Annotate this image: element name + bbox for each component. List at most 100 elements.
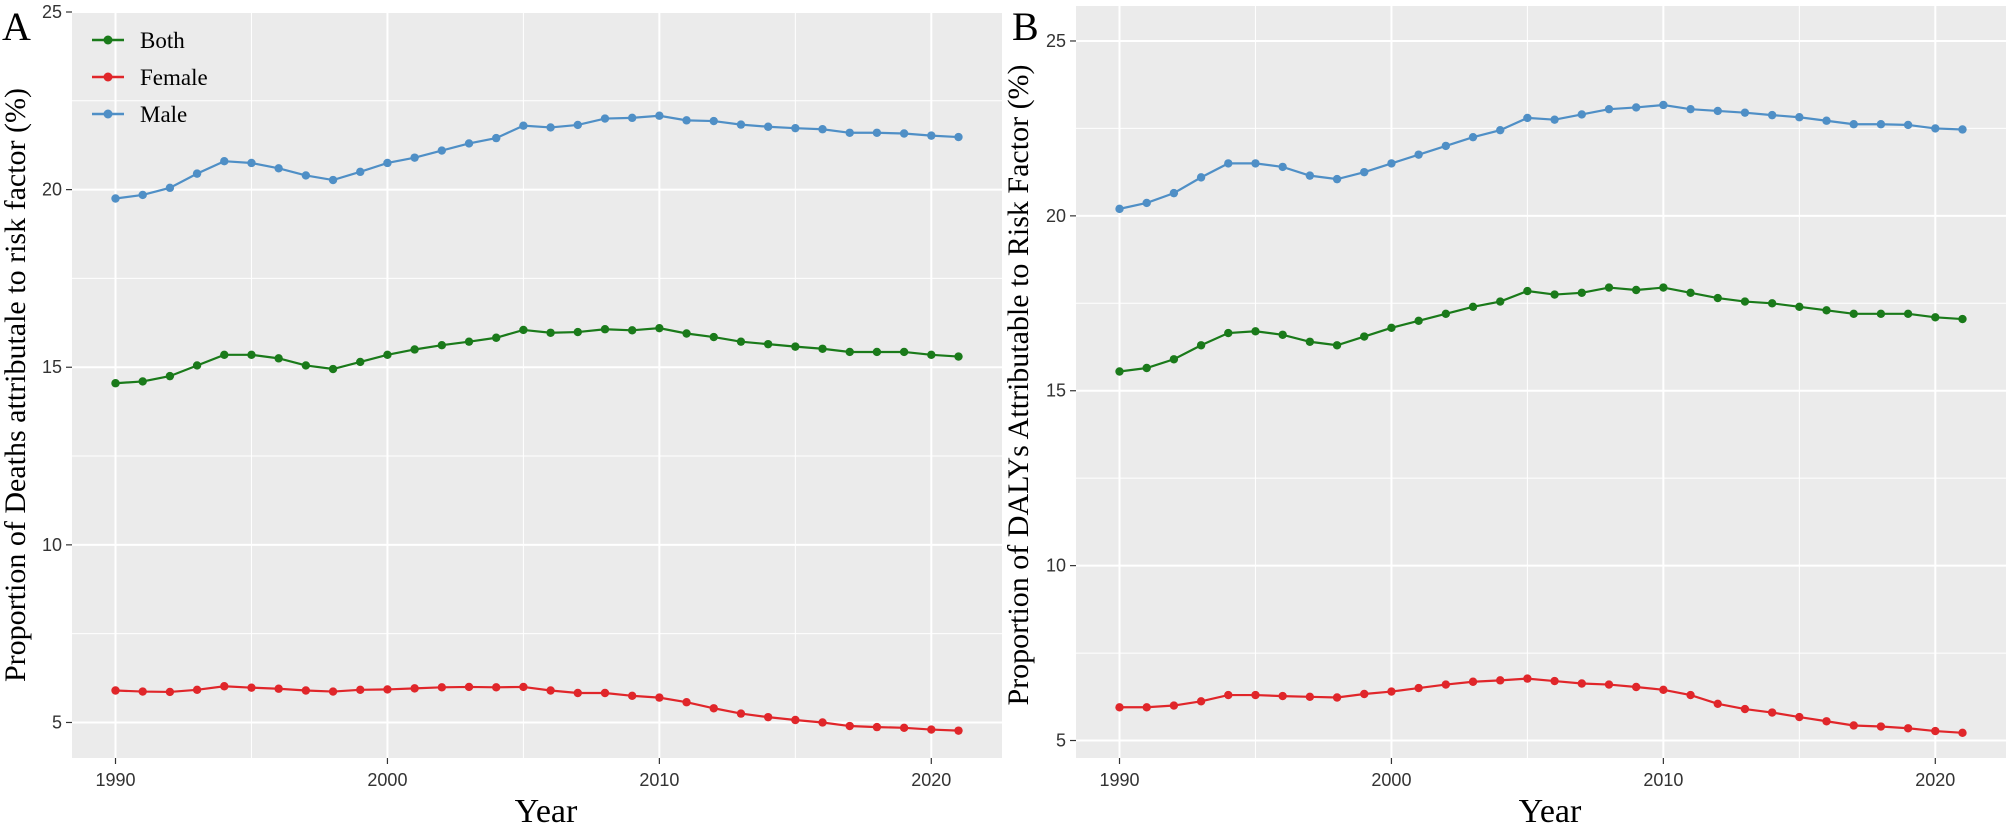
point-male-2014: [1767, 110, 1777, 120]
marks-a: [111, 111, 963, 735]
x-tick-label-b: 2020: [1915, 770, 1955, 790]
point-male-1998: [1332, 174, 1342, 184]
point-male-1990: [111, 194, 120, 203]
x-tick-label-b: 2000: [1371, 770, 1411, 790]
y-tick-label-b: 20: [1046, 206, 1066, 226]
point-female-2012: [1713, 699, 1722, 708]
panel-b: 1990 2000 2010 2020 5 10 15 20 25 B Proportion o…: [1002, 4, 2006, 824]
point-male-2014: [763, 122, 773, 131]
point-male-2010: [655, 111, 664, 120]
point-male-2001: [1414, 150, 1423, 159]
point-both-2013: [736, 337, 746, 346]
point-male-2004: [492, 133, 501, 143]
x-tick-label-a: 2010: [639, 770, 679, 790]
y-tick-label-a: 25: [42, 2, 62, 22]
point-female-1992: [165, 687, 175, 697]
point-female-1993: [192, 685, 202, 694]
point-male-1995: [1251, 159, 1260, 168]
point-female-2021: [1958, 728, 1967, 738]
point-male-2011: [682, 116, 691, 125]
point-both-1992: [1169, 355, 1179, 364]
point-both-1990: [1115, 367, 1124, 376]
point-both-2002: [1441, 309, 1451, 318]
point-male-2003: [1468, 132, 1478, 142]
point-both-2000: [383, 350, 392, 360]
point-both-1994: [220, 350, 229, 360]
point-male-1997: [301, 171, 311, 180]
point-female-1991: [138, 687, 147, 696]
point-female-2007: [1577, 679, 1586, 688]
point-both-2011: [682, 329, 691, 338]
legend-male-label: Male: [140, 102, 187, 127]
point-male-1997: [1305, 171, 1315, 180]
point-male-2012: [709, 116, 718, 126]
point-female-2017: [1849, 721, 1858, 730]
point-female-2004: [1496, 676, 1505, 685]
series-line-both-b: [1119, 286, 1963, 373]
point-male-2001: [410, 153, 419, 162]
panel-label-a: A: [2, 4, 31, 49]
point-female-2014: [763, 712, 773, 722]
point-both-2016: [818, 344, 827, 353]
point-male-2005: [519, 121, 528, 130]
point-female-2018: [1876, 722, 1886, 731]
y-axis-title-a: Proportion of Deaths attributale to risk…: [0, 88, 32, 682]
point-female-1996: [1278, 691, 1287, 701]
point-male-2005: [1523, 113, 1532, 123]
point-female-2002: [437, 683, 447, 692]
point-both-2013: [1740, 297, 1750, 306]
point-both-2001: [410, 345, 419, 354]
point-female-2018: [872, 722, 882, 732]
point-female-2010: [655, 693, 664, 702]
point-both-1996: [274, 354, 283, 363]
x-tick-label-a: 2020: [911, 770, 951, 790]
point-both-2004: [1496, 297, 1505, 306]
y-axis-title-b: Proportion of DALYs Attributable to Risk…: [1002, 64, 1035, 705]
point-male-2002: [437, 146, 447, 155]
point-both-2012: [1713, 293, 1722, 303]
point-female-2008: [600, 688, 610, 698]
point-female-1990: [1115, 703, 1124, 712]
ticks-a: 1990 2000 2010 2020 5 10 15 20 25: [42, 2, 951, 790]
grid-b: [1076, 6, 2006, 758]
legend-female-label: Female: [140, 65, 208, 90]
point-both-2019: [1903, 309, 1913, 318]
point-male-1999: [1360, 167, 1369, 177]
point-male-1992: [165, 183, 175, 193]
point-female-1999: [356, 685, 365, 694]
point-male-2016: [1822, 116, 1831, 125]
point-female-2000: [1387, 687, 1396, 696]
point-both-1997: [301, 361, 311, 370]
point-female-2006: [1550, 676, 1559, 686]
point-female-2016: [1822, 717, 1831, 726]
point-both-2004: [492, 333, 501, 342]
panel-label-b: B: [1012, 4, 1039, 49]
point-male-2017: [1849, 120, 1858, 129]
point-both-1993: [192, 361, 202, 370]
x-tick-label-a: 2000: [367, 770, 407, 790]
point-male-2003: [464, 139, 474, 148]
point-both-1992: [165, 371, 175, 381]
point-female-2001: [1414, 683, 1423, 693]
point-male-1995: [247, 158, 256, 168]
legend: Both Female Male: [92, 28, 208, 127]
legend-male-marker: [103, 109, 113, 119]
point-both-1995: [247, 350, 256, 360]
point-male-2000: [383, 158, 392, 168]
point-both-2010: [1659, 283, 1668, 292]
point-male-1994: [220, 157, 229, 166]
point-female-2006: [546, 686, 555, 695]
point-female-1991: [1142, 703, 1151, 712]
point-both-1991: [138, 377, 147, 386]
legend-female-marker: [103, 72, 113, 82]
point-male-2019: [899, 129, 909, 138]
point-female-2000: [383, 685, 392, 694]
point-both-1998: [1332, 341, 1342, 350]
point-male-2000: [1387, 159, 1396, 168]
y-tick-label-b: 10: [1046, 556, 1066, 576]
point-male-1994: [1224, 159, 1233, 168]
point-female-2013: [1740, 704, 1750, 714]
point-both-1993: [1196, 341, 1206, 350]
point-female-1995: [1251, 690, 1260, 700]
